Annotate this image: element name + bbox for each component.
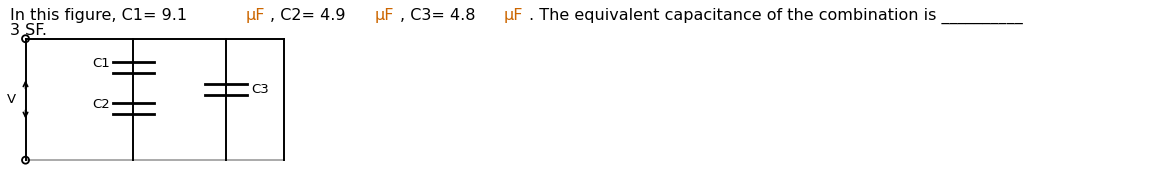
Text: C1: C1 [92, 57, 109, 70]
Text: . The equivalent capacitance of the combination is __________: . The equivalent capacitance of the comb… [529, 8, 1028, 24]
Text: , C3= 4.8: , C3= 4.8 [399, 8, 480, 23]
Text: V: V [7, 93, 16, 106]
Text: μF: μF [503, 8, 523, 23]
Text: In this figure, C1= 9.1: In this figure, C1= 9.1 [10, 8, 193, 23]
Text: C3: C3 [251, 83, 269, 96]
Text: 3 SF.: 3 SF. [10, 23, 48, 38]
Text: , C2= 4.9: , C2= 4.9 [270, 8, 351, 23]
Text: C2: C2 [92, 98, 109, 111]
Text: μF: μF [245, 8, 264, 23]
Text: μF: μF [375, 8, 394, 23]
